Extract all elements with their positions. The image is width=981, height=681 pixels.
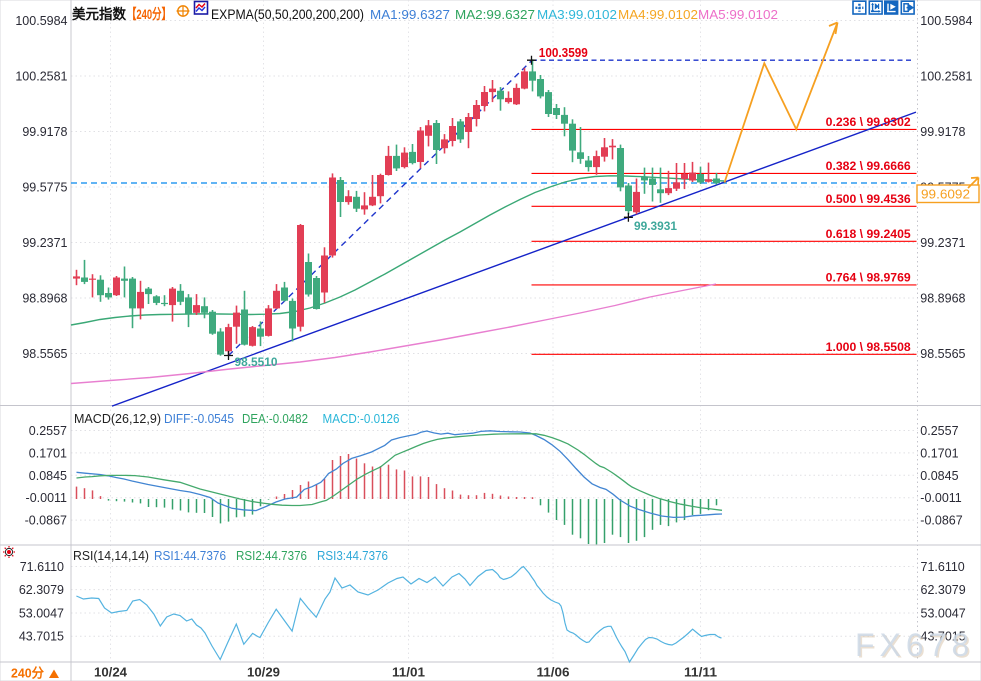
svg-text:0.1701: 0.1701 bbox=[920, 446, 958, 460]
svg-text:MA2:99.6327: MA2:99.6327 bbox=[455, 8, 535, 22]
svg-text:美元指数: 美元指数 bbox=[72, 6, 127, 22]
svg-text:98.8968: 98.8968 bbox=[22, 292, 67, 306]
svg-text:0.764 \ 98.9769: 0.764 \ 98.9769 bbox=[826, 271, 911, 285]
svg-text:99.9178: 99.9178 bbox=[920, 125, 965, 139]
svg-text:43.7015: 43.7015 bbox=[921, 630, 966, 644]
svg-text:EXPMA(50,50,200,200,200): EXPMA(50,50,200,200,200) bbox=[211, 7, 364, 22]
svg-text:62.3079: 62.3079 bbox=[921, 583, 966, 597]
svg-text:RSI2:44.7376: RSI2:44.7376 bbox=[236, 548, 307, 563]
svg-text:RSI3:44.7376: RSI3:44.7376 bbox=[317, 548, 388, 563]
svg-text:99.2371: 99.2371 bbox=[22, 236, 67, 250]
svg-text:11/11: 11/11 bbox=[684, 666, 717, 680]
svg-text:0.0845: 0.0845 bbox=[29, 469, 67, 483]
svg-text:0.618 \ 99.2405: 0.618 \ 99.2405 bbox=[826, 227, 911, 241]
svg-text:RSI1:44.7376: RSI1:44.7376 bbox=[154, 548, 226, 563]
svg-text:-0.0011: -0.0011 bbox=[920, 491, 962, 505]
svg-text:【240分】: 【240分】 bbox=[127, 6, 171, 22]
svg-text:100.2581: 100.2581 bbox=[15, 70, 67, 84]
svg-text:0.500 \ 99.4536: 0.500 \ 99.4536 bbox=[826, 192, 911, 206]
svg-text:98.5510: 98.5510 bbox=[235, 355, 278, 369]
svg-text:RSI(14,14,14): RSI(14,14,14) bbox=[73, 548, 149, 563]
svg-text:100.5984: 100.5984 bbox=[15, 14, 67, 28]
svg-text:DIFF:-0.0545: DIFF:-0.0545 bbox=[164, 411, 234, 426]
svg-text:98.5565: 98.5565 bbox=[22, 347, 67, 361]
svg-text:FX678: FX678 bbox=[855, 627, 974, 663]
svg-text:-0.0011: -0.0011 bbox=[26, 491, 68, 505]
svg-text:MACD:-0.0126: MACD:-0.0126 bbox=[323, 411, 400, 426]
svg-text:99.6092: 99.6092 bbox=[921, 187, 970, 202]
svg-text:1.000 \ 98.5508: 1.000 \ 98.5508 bbox=[826, 340, 911, 354]
svg-text:99.3931: 99.3931 bbox=[634, 219, 677, 233]
svg-text:MA5:99.0102: MA5:99.0102 bbox=[698, 8, 778, 22]
svg-text:99.9178: 99.9178 bbox=[22, 125, 67, 139]
svg-text:53.0047: 53.0047 bbox=[19, 607, 64, 621]
svg-text:-0.0867: -0.0867 bbox=[25, 514, 67, 528]
svg-text:0.0845: 0.0845 bbox=[920, 469, 958, 483]
svg-text:0.236 \ 99.9302: 0.236 \ 99.9302 bbox=[826, 115, 911, 129]
svg-text:0.382 \ 99.6666: 0.382 \ 99.6666 bbox=[826, 159, 911, 173]
svg-text:DEA:-0.0482: DEA:-0.0482 bbox=[242, 411, 308, 426]
svg-text:100.2581: 100.2581 bbox=[920, 70, 972, 84]
svg-text:FX678: FX678 bbox=[857, 629, 976, 665]
svg-text:0.1701: 0.1701 bbox=[29, 446, 67, 460]
svg-text:240分: 240分 bbox=[11, 666, 44, 681]
svg-text:MA4:99.0102: MA4:99.0102 bbox=[618, 8, 698, 22]
svg-text:100.5984: 100.5984 bbox=[920, 14, 972, 28]
svg-text:62.3079: 62.3079 bbox=[19, 583, 64, 597]
svg-text:-0.0867: -0.0867 bbox=[920, 514, 962, 528]
svg-text:MA1:99.6327: MA1:99.6327 bbox=[370, 8, 450, 22]
svg-text:71.6110: 71.6110 bbox=[921, 560, 965, 574]
svg-text:10/29: 10/29 bbox=[247, 666, 280, 680]
svg-text:100.3599: 100.3599 bbox=[539, 46, 588, 60]
svg-text:43.7015: 43.7015 bbox=[19, 630, 64, 644]
svg-text:98.5565: 98.5565 bbox=[920, 347, 965, 361]
svg-text:0.2557: 0.2557 bbox=[920, 424, 958, 438]
svg-text:98.8968: 98.8968 bbox=[920, 292, 965, 306]
svg-text:MA3:99.0102: MA3:99.0102 bbox=[537, 8, 617, 22]
svg-text:10/24: 10/24 bbox=[94, 666, 127, 680]
svg-text:11/01: 11/01 bbox=[392, 666, 425, 680]
svg-text:11/06: 11/06 bbox=[537, 666, 570, 680]
svg-text:99.5775: 99.5775 bbox=[22, 181, 67, 195]
svg-text:71.6110: 71.6110 bbox=[20, 560, 64, 574]
svg-text:0.2557: 0.2557 bbox=[29, 424, 67, 438]
svg-text:53.0047: 53.0047 bbox=[921, 607, 966, 621]
svg-text:MACD(26,12,9): MACD(26,12,9) bbox=[74, 411, 161, 426]
svg-text:99.2371: 99.2371 bbox=[920, 236, 965, 250]
